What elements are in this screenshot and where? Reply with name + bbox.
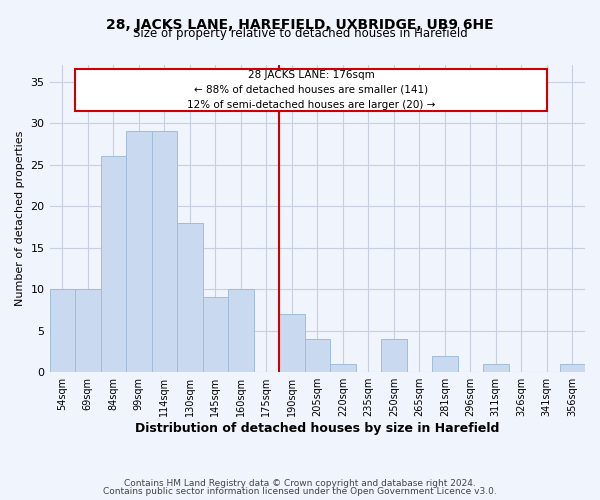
Bar [228, 289, 254, 372]
Text: 28 JACKS LANE: 176sqm
← 88% of detached houses are smaller (141)
12% of semi-det: 28 JACKS LANE: 176sqm ← 88% of detached … [187, 70, 435, 110]
Text: Size of property relative to detached houses in Harefield: Size of property relative to detached ho… [133, 28, 467, 40]
FancyBboxPatch shape [75, 69, 547, 110]
Bar [279, 314, 305, 372]
Y-axis label: Number of detached properties: Number of detached properties [15, 131, 25, 306]
Bar [152, 132, 177, 372]
Bar [101, 156, 126, 372]
Bar [483, 364, 509, 372]
Text: Contains HM Land Registry data © Crown copyright and database right 2024.: Contains HM Land Registry data © Crown c… [124, 478, 476, 488]
Bar [75, 289, 101, 372]
Bar [126, 132, 152, 372]
Bar [203, 298, 228, 372]
Bar [330, 364, 356, 372]
Bar [381, 339, 407, 372]
X-axis label: Distribution of detached houses by size in Harefield: Distribution of detached houses by size … [135, 422, 499, 435]
Bar [432, 356, 458, 372]
Text: 28, JACKS LANE, HAREFIELD, UXBRIDGE, UB9 6HE: 28, JACKS LANE, HAREFIELD, UXBRIDGE, UB9… [106, 18, 494, 32]
Text: Contains public sector information licensed under the Open Government Licence v3: Contains public sector information licen… [103, 488, 497, 496]
Bar [177, 223, 203, 372]
Bar [305, 339, 330, 372]
Bar [50, 289, 75, 372]
Bar [560, 364, 585, 372]
